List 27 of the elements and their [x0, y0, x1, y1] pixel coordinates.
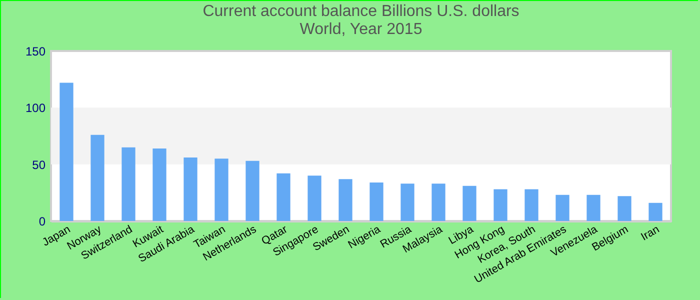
bar: [308, 176, 322, 221]
bar: [152, 148, 166, 221]
y-tick-label: 0: [38, 214, 46, 228]
bar: [432, 184, 446, 221]
bar: [90, 134, 104, 221]
bar: [338, 179, 352, 221]
bar: [618, 196, 632, 221]
bar: [214, 158, 228, 221]
bar: [184, 158, 198, 221]
bar: [462, 186, 476, 221]
chart-title: Current account balance Billions U.S. dollars: [202, 3, 520, 20]
bar: [400, 184, 414, 221]
y-tick-label: 100: [25, 101, 46, 116]
x-tick-label: Iran: [639, 224, 662, 244]
y-tick-label: 50: [32, 158, 46, 172]
bar: [122, 147, 136, 221]
bar: [524, 189, 538, 221]
bar: [648, 202, 662, 221]
chart-subtitle: World, Year 2015: [300, 21, 422, 38]
bar: [556, 194, 570, 221]
bar: [370, 182, 384, 221]
bar: [60, 82, 74, 221]
y-tick-label: 150: [25, 44, 46, 58]
bar: [494, 189, 508, 221]
bar: [586, 194, 600, 221]
bar: [246, 160, 260, 221]
bar: [276, 173, 290, 221]
